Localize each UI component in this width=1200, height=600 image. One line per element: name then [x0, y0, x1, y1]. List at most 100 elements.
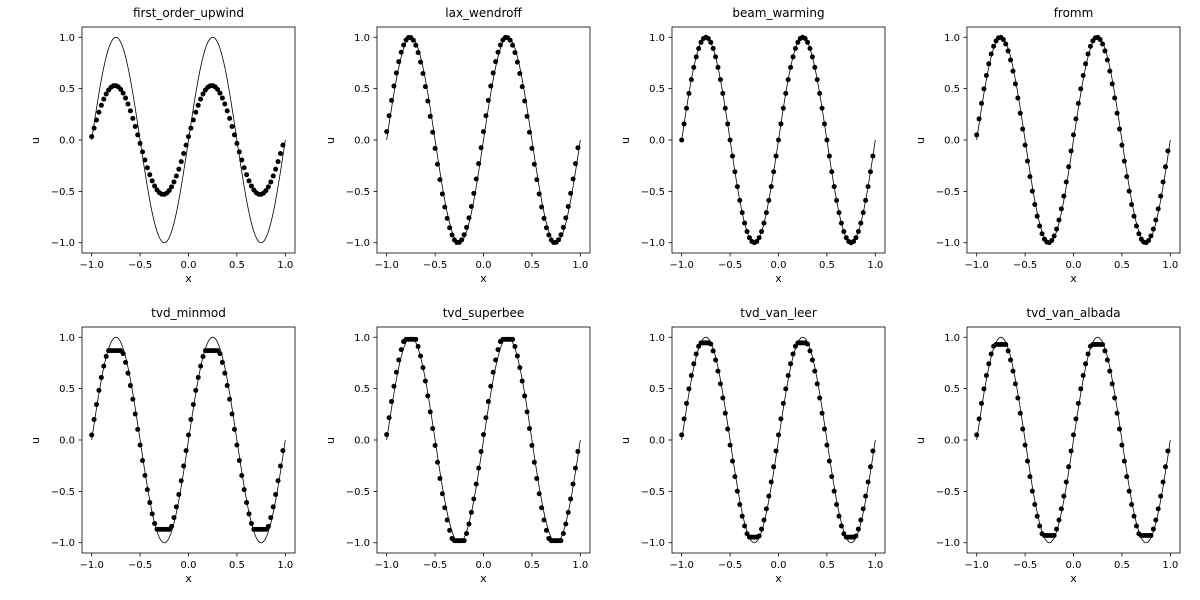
data-point — [147, 500, 153, 506]
data-point — [1022, 442, 1028, 448]
data-point — [539, 204, 545, 210]
data-point — [135, 426, 141, 432]
axes-frame — [81, 326, 296, 554]
data-point — [717, 77, 723, 83]
data-point — [391, 383, 397, 389]
data-point — [543, 527, 549, 533]
data-point — [1109, 81, 1115, 87]
data-point — [534, 177, 540, 183]
y-tick-label: 0.5 — [354, 84, 370, 95]
data-point — [725, 426, 731, 432]
data-point — [1000, 36, 1006, 42]
data-point — [761, 517, 767, 523]
data-point — [147, 172, 153, 178]
data-point — [215, 86, 221, 92]
y-tick-label: 1.0 — [59, 33, 75, 44]
data-point — [190, 117, 196, 123]
data-point — [1058, 506, 1064, 512]
data-point — [144, 487, 150, 493]
data-point — [512, 343, 518, 349]
data-point — [737, 501, 743, 507]
data-point — [217, 90, 223, 96]
data-point — [91, 416, 97, 422]
data-point — [1075, 100, 1081, 106]
y-tick-label: 0.5 — [944, 84, 960, 95]
data-point — [510, 42, 516, 48]
data-point — [485, 399, 491, 405]
axes-frame — [966, 26, 1181, 254]
data-point — [439, 191, 445, 197]
data-point — [565, 203, 571, 209]
data-point — [783, 386, 789, 392]
data-point — [1148, 533, 1154, 539]
data-point — [473, 176, 479, 182]
data-point — [277, 151, 283, 157]
data-point — [234, 140, 240, 146]
data-point — [483, 113, 489, 119]
subplot-title: tvd_superbee — [442, 306, 525, 320]
data-point — [771, 169, 777, 175]
data-point — [1165, 448, 1171, 454]
subplot-axes: −1.0 −0.5 0.0 0.5 1.0 1.0 0.5 0.0 −0.5 −1.0 — [51, 326, 296, 571]
data-point — [737, 197, 743, 203]
data-point — [722, 410, 728, 416]
data-point — [120, 90, 126, 96]
data-point — [1109, 381, 1115, 387]
x-tick-label: −1.0 — [965, 260, 989, 271]
data-point — [1037, 223, 1043, 229]
data-point — [1104, 57, 1110, 63]
data-point — [466, 521, 472, 527]
data-point — [766, 197, 772, 203]
data-point — [125, 370, 131, 376]
data-point — [698, 39, 704, 45]
data-point — [788, 361, 794, 367]
data-point — [478, 449, 484, 454]
x-tick-label: 1.0 — [867, 560, 883, 571]
x-axis-label: x — [185, 572, 192, 585]
x-tick-label: −1.0 — [670, 260, 694, 271]
data-point — [983, 373, 989, 379]
data-point — [389, 97, 395, 103]
data-point — [490, 369, 496, 375]
data-point — [688, 77, 694, 83]
data-point — [442, 204, 448, 210]
data-point — [851, 238, 857, 244]
y-tick-label: −1.0 — [936, 538, 960, 549]
data-point — [183, 142, 189, 148]
y-tick-label: 0.0 — [59, 136, 75, 147]
data-point — [219, 95, 225, 101]
data-point — [974, 132, 980, 138]
data-point — [1131, 513, 1137, 519]
data-point — [1080, 373, 1086, 379]
data-point — [495, 347, 501, 353]
data-point — [778, 416, 784, 422]
data-point — [485, 97, 491, 103]
data-point — [195, 102, 201, 108]
data-point — [120, 351, 126, 357]
data-point — [836, 513, 842, 519]
data-point — [986, 61, 992, 67]
data-point — [543, 225, 549, 231]
data-point — [198, 363, 204, 369]
data-point — [1133, 523, 1139, 529]
subplot-tvd-superbee: −1.0 −0.5 0.0 0.5 1.0 1.0 0.5 0.0 −0.5 −1.0 tvd_s… — [315, 300, 610, 600]
x-tick-label: −1.0 — [670, 560, 694, 571]
x-tick-label: 0.0 — [181, 260, 197, 271]
data-point — [565, 509, 571, 515]
data-point — [867, 169, 873, 175]
data-point — [809, 357, 815, 363]
data-point — [834, 501, 840, 507]
exact-solution-line — [976, 336, 1171, 544]
data-point — [413, 336, 419, 342]
data-point — [570, 481, 576, 487]
data-point — [447, 527, 453, 533]
data-point — [231, 132, 237, 138]
data-point — [493, 357, 499, 363]
data-point — [560, 531, 566, 537]
data-point — [681, 121, 687, 127]
y-tick-label: 0.5 — [649, 384, 665, 395]
data-point — [807, 348, 813, 354]
data-point — [744, 229, 750, 235]
data-point — [393, 369, 399, 375]
data-point — [693, 54, 699, 60]
